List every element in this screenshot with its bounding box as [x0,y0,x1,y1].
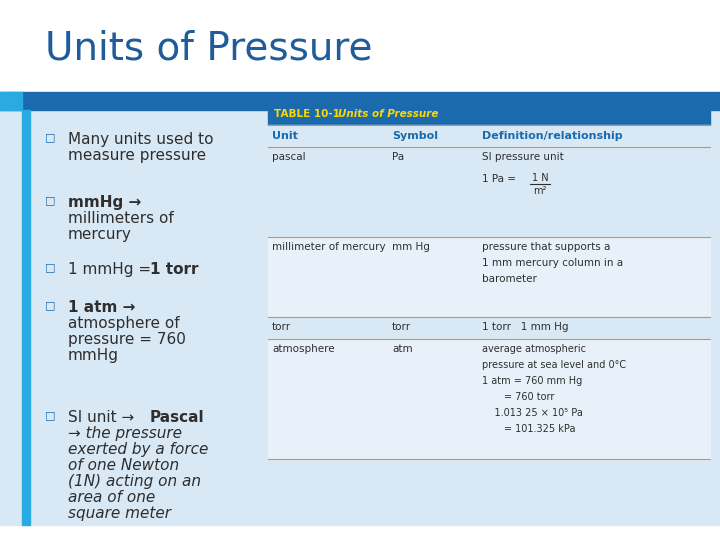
Text: m²: m² [534,186,546,196]
Text: → the pressure: → the pressure [68,426,182,441]
Text: Units of Pressure: Units of Pressure [45,30,372,68]
Text: torr: torr [272,322,291,332]
Text: SI pressure unit: SI pressure unit [482,152,564,162]
Text: Pa: Pa [392,152,404,162]
Bar [0,92,22,110]
Text: Pascal: Pascal [150,410,204,425]
Text: atmosphere of: atmosphere of [68,316,179,331]
Text: 1 torr   1 mm Hg: 1 torr 1 mm Hg [482,322,569,332]
Text: Many units used to: Many units used to [68,132,214,147]
Text: 1 N: 1 N [531,173,549,183]
Text: □: □ [45,195,55,205]
Text: pascal: pascal [272,152,305,162]
Text: average atmospheric: average atmospheric [482,344,586,354]
Text: millimeters of: millimeters of [68,211,174,226]
Text: = 760 torr: = 760 torr [482,392,554,402]
Bar [268,317,710,339]
Text: of one Newton: of one Newton [68,458,179,473]
Text: mmHg →: mmHg → [68,195,141,210]
Text: □: □ [45,132,55,142]
Bar [268,339,710,459]
Bar [268,125,710,147]
Text: Unit: Unit [272,131,298,141]
Text: 1 mmHg =: 1 mmHg = [68,262,156,277]
Text: □: □ [45,300,55,310]
Text: atmosphere: atmosphere [272,344,335,354]
Text: Symbol: Symbol [392,131,438,141]
Text: 1 torr: 1 torr [150,262,199,277]
Bar [0,92,720,110]
Bar [268,237,710,317]
Text: 1.013 25 × 10⁵ Pa: 1.013 25 × 10⁵ Pa [482,408,583,418]
Text: 1 atm →: 1 atm → [68,300,135,315]
Bar [22,110,30,525]
Text: pressure = 760: pressure = 760 [68,332,186,347]
Text: □: □ [45,262,55,272]
Bar [268,103,710,125]
Text: barometer: barometer [482,274,537,284]
Text: millimeter of mercury: millimeter of mercury [272,242,386,252]
Text: mercury: mercury [68,227,132,242]
Text: square meter: square meter [68,506,171,521]
Text: Units of Pressure: Units of Pressure [338,109,438,119]
Text: mm Hg: mm Hg [392,242,430,252]
Text: □: □ [45,410,55,420]
Text: SI unit →: SI unit → [68,410,139,425]
Text: 1 mm mercury column in a: 1 mm mercury column in a [482,258,623,268]
Text: 1 atm = 760 mm Hg: 1 atm = 760 mm Hg [482,376,582,386]
Text: atm: atm [392,344,413,354]
Text: pressure at sea level and 0°C: pressure at sea level and 0°C [482,360,626,370]
Bar [0,110,720,525]
Text: TABLE 10-1: TABLE 10-1 [274,109,340,119]
Text: = 101.325 kPa: = 101.325 kPa [482,424,575,434]
Text: exerted by a force: exerted by a force [68,442,208,457]
Text: (1N) acting on an: (1N) acting on an [68,474,201,489]
Text: Definition/relationship: Definition/relationship [482,131,623,141]
Bar [268,147,710,237]
Text: area of one: area of one [68,490,156,505]
Text: 1 Pa =: 1 Pa = [482,174,519,184]
Text: measure pressure: measure pressure [68,148,206,163]
Text: mmHg: mmHg [68,348,119,363]
Text: torr: torr [392,322,411,332]
Text: pressure that supports a: pressure that supports a [482,242,611,252]
